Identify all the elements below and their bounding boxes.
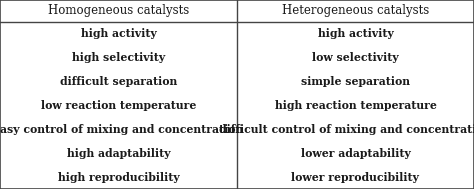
- Text: difficult control of mixing and concentration: difficult control of mixing and concentr…: [219, 124, 474, 135]
- Text: difficult separation: difficult separation: [60, 76, 177, 87]
- Text: high adaptability: high adaptability: [67, 148, 170, 159]
- Text: low selectivity: low selectivity: [312, 52, 399, 63]
- Text: high reaction temperature: high reaction temperature: [274, 100, 437, 111]
- Text: high selectivity: high selectivity: [72, 52, 165, 63]
- Text: Heterogeneous catalysts: Heterogeneous catalysts: [282, 4, 429, 17]
- Text: high reproducibility: high reproducibility: [58, 172, 179, 183]
- Text: lower adaptability: lower adaptability: [301, 148, 410, 159]
- Text: high activity: high activity: [81, 28, 156, 39]
- Text: high activity: high activity: [318, 28, 393, 39]
- Text: simple separation: simple separation: [301, 76, 410, 87]
- Text: low reaction temperature: low reaction temperature: [41, 100, 196, 111]
- Text: easy control of mixing and concentration: easy control of mixing and concentration: [0, 124, 244, 135]
- Text: lower reproducibility: lower reproducibility: [292, 172, 419, 183]
- Text: Homogeneous catalysts: Homogeneous catalysts: [48, 4, 189, 17]
